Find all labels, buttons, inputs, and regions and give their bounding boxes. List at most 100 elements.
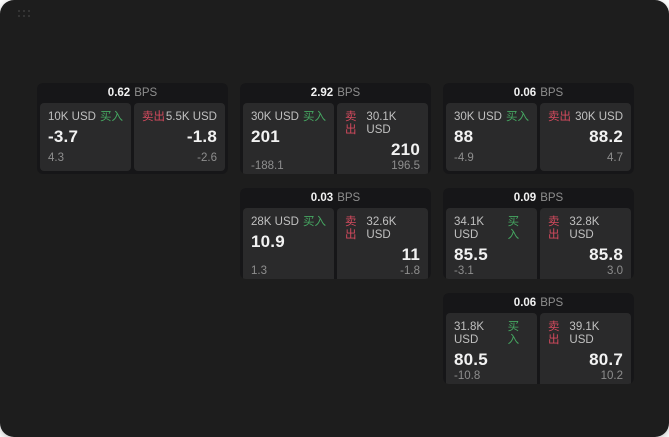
sell-tag: 卖出 <box>548 111 571 123</box>
buy-panel-top: 30K USD 买入 <box>251 111 326 124</box>
buy-delta-value: -10.8 <box>454 370 481 382</box>
quote-panels: 30K USD 买入 201 -188.1 卖出 30.1K USD 210 1… <box>240 103 431 174</box>
buy-panel[interactable]: 28K USD 买入 10.9 1.3 <box>243 208 334 279</box>
sell-panel-top: 卖出 39.1K USD <box>548 321 623 347</box>
buy-price-value: 80.5 <box>454 350 488 369</box>
buy-delta-value: -4.9 <box>454 152 474 164</box>
buy-size-label: 31.8K USD <box>454 321 485 346</box>
drag-handle-icon[interactable] <box>18 10 30 17</box>
bps-value: 0.62 <box>107 87 131 99</box>
buy-size-label: 10K USD <box>48 111 96 123</box>
sell-panel[interactable]: 卖出 39.1K USD 80.7 10.2 <box>540 313 631 384</box>
sell-size-label: 32.6K USD <box>366 216 397 241</box>
sell-tag: 卖出 <box>142 111 165 123</box>
buy-delta-value: -3.1 <box>454 265 474 277</box>
quote-panels: 28K USD 买入 10.9 1.3 卖出 32.6K USD 11 -1.8 <box>240 208 431 279</box>
sell-size-label: 30.1K USD <box>366 111 397 136</box>
bps-unit-label: BPS <box>540 87 564 99</box>
quote-panels: 30K USD 买入 88 -4.9 卖出 30K USD 88.2 4.7 <box>443 103 634 174</box>
bps-unit-label: BPS <box>134 87 158 99</box>
sell-delta-value: 196.5 <box>391 160 420 172</box>
buy-tag: 买入 <box>506 111 529 123</box>
buy-price-value: -3.7 <box>48 127 79 146</box>
sell-panel-top: 卖出 32.8K USD <box>548 216 623 242</box>
buy-size-label: 30K USD <box>251 111 299 123</box>
sell-tag: 卖出 <box>345 216 357 241</box>
sell-price-value: 11 <box>401 245 420 264</box>
buy-tag: 买入 <box>507 216 520 241</box>
sell-delta-value: -2.6 <box>197 152 217 164</box>
quote-card: 0.62 BPS 10K USD 买入 -3.7 4.3 卖出 5.5K USD… <box>37 83 228 174</box>
sell-panel[interactable]: 卖出 30.1K USD 210 196.5 <box>337 103 428 174</box>
sell-size-label: 30K USD <box>575 111 623 123</box>
sell-size-label: 32.8K USD <box>569 216 600 241</box>
sell-price-value: -1.8 <box>186 127 217 146</box>
buy-tag: 买入 <box>303 111 326 123</box>
quote-card: 0.06 BPS 30K USD 买入 88 -4.9 卖出 30K USD 8… <box>443 83 634 174</box>
buy-price-value: 201 <box>251 127 280 146</box>
card-header: 0.06 BPS <box>443 83 634 103</box>
bps-unit-label: BPS <box>540 297 564 309</box>
sell-tag: 卖出 <box>548 321 560 346</box>
quote-card: 2.92 BPS 30K USD 买入 201 -188.1 卖出 30.1K … <box>240 83 431 174</box>
buy-tag: 买入 <box>507 321 520 346</box>
bps-value: 2.92 <box>310 87 334 99</box>
cards-grid: 0.62 BPS 10K USD 买入 -3.7 4.3 卖出 5.5K USD… <box>37 83 634 384</box>
quote-card: 0.06 BPS 31.8K USD 买入 80.5 -10.8 卖出 39.1… <box>443 293 634 384</box>
buy-price-value: 88 <box>454 127 474 146</box>
buy-delta-value: 4.3 <box>48 152 64 164</box>
sell-price-value: 88.2 <box>589 127 623 146</box>
sell-delta-value: -1.8 <box>400 265 420 277</box>
buy-price-value: 85.5 <box>454 245 488 264</box>
card-header: 0.06 BPS <box>443 293 634 313</box>
buy-delta-value: 1.3 <box>251 265 267 277</box>
quote-panels: 10K USD 买入 -3.7 4.3 卖出 5.5K USD -1.8 -2.… <box>37 103 228 174</box>
buy-size-label: 28K USD <box>251 216 299 228</box>
card-header: 0.09 BPS <box>443 188 634 208</box>
buy-panel-top: 30K USD 买入 <box>454 111 529 124</box>
buy-panel-top: 31.8K USD 买入 <box>454 321 529 347</box>
sell-tag: 卖出 <box>548 216 560 241</box>
sell-price-value: 85.8 <box>589 245 623 264</box>
sell-delta-value: 4.7 <box>607 152 623 164</box>
buy-panel[interactable]: 30K USD 买入 201 -188.1 <box>243 103 334 174</box>
sell-panel-top: 卖出 32.6K USD <box>345 216 420 242</box>
bps-unit-label: BPS <box>337 87 361 99</box>
bps-unit-label: BPS <box>540 192 564 204</box>
sell-panel[interactable]: 卖出 32.6K USD 11 -1.8 <box>337 208 428 279</box>
sell-tag: 卖出 <box>345 111 357 136</box>
buy-panel-top: 10K USD 买入 <box>48 111 123 124</box>
buy-panel[interactable]: 30K USD 买入 88 -4.9 <box>446 103 537 171</box>
sell-panel-top: 卖出 5.5K USD <box>142 111 217 124</box>
bps-value: 0.03 <box>310 192 334 204</box>
buy-panel[interactable]: 10K USD 买入 -3.7 4.3 <box>40 103 131 171</box>
bps-value: 0.06 <box>513 297 537 309</box>
buy-price-value: 10.9 <box>251 232 285 251</box>
sell-panel-top: 卖出 30.1K USD <box>345 111 420 137</box>
buy-panel-top: 34.1K USD 买入 <box>454 216 529 242</box>
sell-size-label: 39.1K USD <box>569 321 600 346</box>
sell-size-label: 5.5K USD <box>165 111 217 123</box>
buy-panel-top: 28K USD 买入 <box>251 216 326 229</box>
sell-panel-top: 卖出 30K USD <box>548 111 623 124</box>
buy-size-label: 30K USD <box>454 111 502 123</box>
sell-price-value: 80.7 <box>589 350 623 369</box>
buy-panel[interactable]: 31.8K USD 买入 80.5 -10.8 <box>446 313 537 384</box>
quote-card: 0.03 BPS 28K USD 买入 10.9 1.3 卖出 32.6K US… <box>240 188 431 279</box>
bps-value: 0.09 <box>513 192 537 204</box>
sell-panel[interactable]: 卖出 32.8K USD 85.8 3.0 <box>540 208 631 279</box>
bps-unit-label: BPS <box>337 192 361 204</box>
sell-price-value: 210 <box>391 140 420 159</box>
bps-value: 0.06 <box>513 87 537 99</box>
buy-panel[interactable]: 34.1K USD 买入 85.5 -3.1 <box>446 208 537 279</box>
buy-tag: 买入 <box>303 216 326 228</box>
buy-size-label: 34.1K USD <box>454 216 485 241</box>
sell-panel[interactable]: 卖出 30K USD 88.2 4.7 <box>540 103 631 171</box>
card-header: 0.03 BPS <box>240 188 431 208</box>
sell-panel[interactable]: 卖出 5.5K USD -1.8 -2.6 <box>134 103 225 171</box>
buy-tag: 买入 <box>100 111 123 123</box>
card-header: 2.92 BPS <box>240 83 431 103</box>
card-header: 0.62 BPS <box>37 83 228 103</box>
sell-delta-value: 3.0 <box>607 265 623 277</box>
